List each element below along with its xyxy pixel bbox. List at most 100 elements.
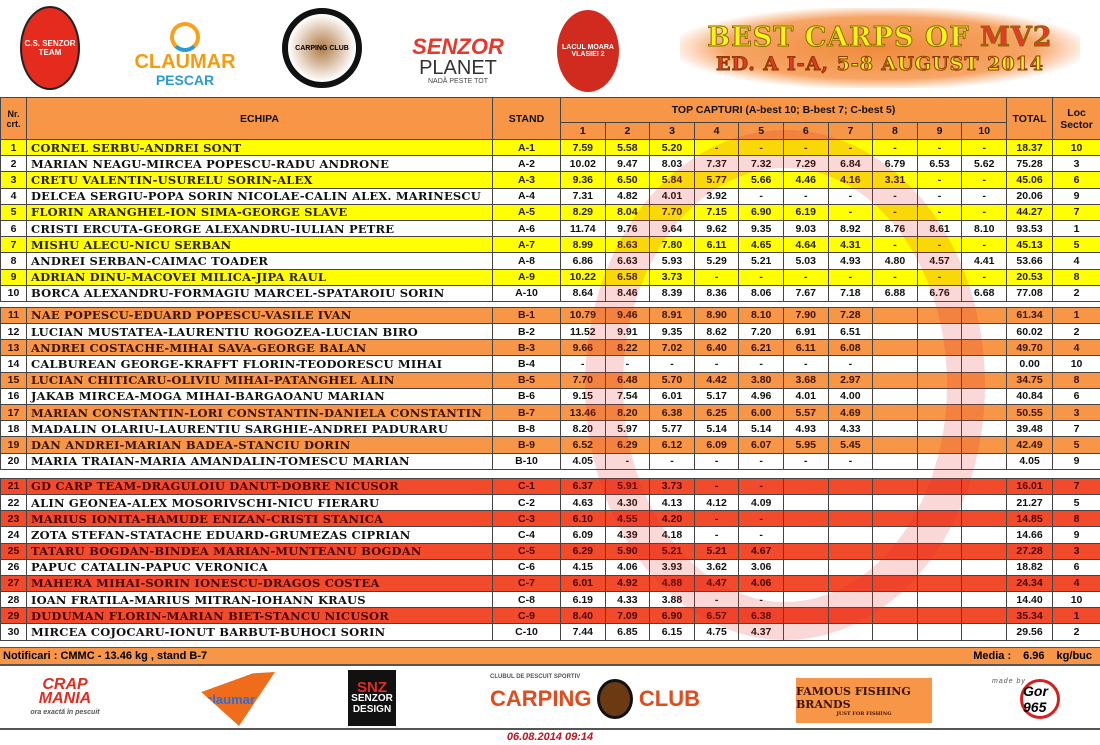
capture-weight: 5.62 bbox=[961, 155, 1008, 173]
capture-weight bbox=[961, 387, 1008, 406]
capture-weight: 5.45 bbox=[827, 436, 874, 454]
crapmania-logo: CRAP MANIA ora exactă în pescuit bbox=[30, 676, 100, 717]
col-total-header: TOTAL bbox=[1006, 97, 1054, 140]
capture-weight: - bbox=[649, 355, 695, 373]
capture-weight: 4.18 bbox=[649, 526, 695, 544]
capture-weight: 4.82 bbox=[604, 187, 651, 205]
capture-weight bbox=[961, 623, 1008, 641]
capture-weight: 6.00 bbox=[738, 403, 784, 422]
table-row: 25 Tataru Bogdan-Bindea Marian-Munteanu B… bbox=[0, 542, 1100, 560]
capture-weight: 2.97 bbox=[827, 371, 874, 389]
capture-weight bbox=[872, 306, 918, 325]
row-number: 7 bbox=[0, 236, 27, 254]
capture-weight: - bbox=[961, 187, 1008, 205]
capture-weight bbox=[872, 493, 918, 512]
stand: A-7 bbox=[492, 236, 561, 254]
capture-weight bbox=[827, 623, 874, 641]
total-weight: 61.34 bbox=[1006, 306, 1054, 325]
capture-weight: - bbox=[693, 355, 740, 373]
capture-weight bbox=[782, 623, 829, 641]
capture-weight: 8.91 bbox=[649, 306, 695, 325]
capture-weight bbox=[827, 493, 874, 512]
logo-text: LACUL MOARA VLASIEI 2 bbox=[562, 44, 614, 58]
carp-emblem-icon bbox=[597, 679, 633, 719]
logo-text: C.S. SENZOR TEAM bbox=[24, 39, 76, 57]
capture-col-header: 2 bbox=[604, 122, 651, 140]
total-weight: 49.70 bbox=[1006, 339, 1054, 357]
total-weight: 34.75 bbox=[1006, 371, 1054, 389]
capture-weight: 5.17 bbox=[693, 387, 740, 406]
capture-weight: 6.21 bbox=[738, 339, 784, 357]
capture-weight: - bbox=[738, 591, 784, 609]
capture-weight: 7.70 bbox=[649, 203, 695, 221]
total-weight: 20.53 bbox=[1006, 268, 1054, 286]
total-weight: 20.06 bbox=[1006, 187, 1054, 205]
capture-weight: 5.77 bbox=[649, 420, 695, 438]
capture-weight bbox=[782, 493, 829, 512]
capture-weight: 7.20 bbox=[738, 323, 784, 341]
team-name: GD Carp Team-Draguloiu Danut-Dobre Nicus… bbox=[26, 477, 493, 495]
capture-weight: 9.15 bbox=[560, 387, 606, 406]
capture-weight bbox=[916, 387, 963, 406]
total-weight: 27.28 bbox=[1006, 542, 1054, 560]
capture-weight: - bbox=[872, 236, 918, 254]
row-number: 26 bbox=[0, 558, 27, 576]
capture-weight: 8.03 bbox=[649, 155, 695, 173]
capture-weight bbox=[827, 477, 874, 495]
stand: C-3 bbox=[492, 510, 561, 528]
sector-place: 10 bbox=[1052, 355, 1100, 373]
capture-weight: - bbox=[872, 187, 918, 205]
capture-weight: - bbox=[961, 171, 1008, 189]
capture-weight: 7.02 bbox=[649, 339, 695, 357]
table-row: 29 Duduman Florin-Marian Biet-Stancu Nicu… bbox=[0, 607, 1100, 625]
capture-weight: - bbox=[872, 268, 918, 286]
capture-weight: - bbox=[693, 510, 740, 528]
total-weight: 21.27 bbox=[1006, 493, 1054, 512]
capture-weight bbox=[916, 306, 963, 325]
capture-weight: 3.68 bbox=[782, 371, 829, 389]
capture-weight: 4.88 bbox=[649, 574, 695, 593]
capture-weight: - bbox=[560, 355, 606, 373]
capture-weight: - bbox=[738, 526, 784, 544]
sector-place: 8 bbox=[1052, 371, 1100, 389]
capture-weight: 4.64 bbox=[782, 236, 829, 254]
capture-weight: 4.16 bbox=[827, 171, 874, 189]
capture-weight bbox=[827, 542, 874, 560]
capture-col-header: 8 bbox=[872, 122, 918, 140]
capture-weight: 4.31 bbox=[827, 236, 874, 254]
capture-weight bbox=[872, 436, 918, 454]
team-name: Maria Traian-Maria Amandalin-Tomescu Mar… bbox=[26, 452, 493, 470]
senzor-design-logo: SNZ SENZOR DESIGN bbox=[348, 670, 396, 726]
capture-weight: 4.55 bbox=[604, 510, 651, 528]
row-number: 11 bbox=[0, 306, 27, 325]
capture-weight: - bbox=[738, 138, 784, 157]
total-weight: 93.53 bbox=[1006, 219, 1054, 238]
capture-weight: 4.01 bbox=[649, 187, 695, 205]
capture-weight bbox=[872, 574, 918, 593]
capture-weight: 6.09 bbox=[560, 526, 606, 544]
capture-weight bbox=[872, 387, 918, 406]
sector-place: 1 bbox=[1052, 306, 1100, 325]
row-number: 21 bbox=[0, 477, 27, 495]
row-number: 15 bbox=[0, 371, 27, 389]
team-name: Alin Geonea-Alex Mosorivschi-Nicu Fierar… bbox=[26, 493, 493, 512]
capture-weight: 11.52 bbox=[560, 323, 606, 341]
sector-place: 1 bbox=[1052, 219, 1100, 238]
total-weight: 40.84 bbox=[1006, 387, 1054, 406]
capture-weight: 6.51 bbox=[827, 323, 874, 341]
capture-weight: 7.90 bbox=[782, 306, 829, 325]
capture-weight: - bbox=[693, 591, 740, 609]
capture-weight bbox=[872, 452, 918, 470]
capture-weight: 7.44 bbox=[560, 623, 606, 641]
stand: A-9 bbox=[492, 268, 561, 286]
team-name: Borca Alexandru-Formagiu Marcel-Spataroi… bbox=[26, 284, 493, 302]
capture-weight bbox=[782, 558, 829, 576]
capture-weight: 4.37 bbox=[738, 623, 784, 641]
team-name: Andrei Costache-Mihai Sava-George Balan bbox=[26, 339, 493, 357]
capture-weight bbox=[782, 591, 829, 609]
col-top-captures-header: TOP CAPTURI (A-best 10; B-best 7; C-best… bbox=[559, 97, 1008, 123]
capture-weight bbox=[782, 510, 829, 528]
capture-weight: 5.95 bbox=[782, 436, 829, 454]
capture-weight bbox=[916, 510, 963, 528]
capture-weight bbox=[827, 591, 874, 609]
